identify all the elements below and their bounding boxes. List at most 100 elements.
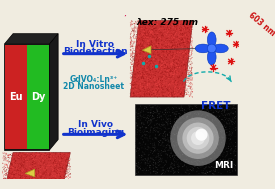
Point <box>136 26 140 29</box>
Point <box>174 93 178 96</box>
Point <box>139 104 143 107</box>
Point <box>183 133 188 136</box>
Point <box>131 79 136 82</box>
Point <box>172 70 176 73</box>
Point <box>157 123 161 126</box>
Point <box>189 70 193 74</box>
Point <box>206 149 211 152</box>
Point <box>57 155 62 158</box>
Point <box>207 162 211 165</box>
Point <box>47 164 51 167</box>
Point <box>140 78 144 81</box>
Point <box>147 135 152 138</box>
Point <box>213 148 218 151</box>
Point <box>163 22 167 25</box>
Point <box>153 44 158 47</box>
Point <box>225 112 229 115</box>
Point <box>16 169 21 172</box>
Point <box>207 150 211 153</box>
Point <box>131 83 135 86</box>
Point <box>54 166 58 169</box>
Point <box>10 186 15 189</box>
Point <box>152 117 156 120</box>
Point <box>205 142 210 145</box>
Point <box>57 179 62 182</box>
Point <box>209 109 213 112</box>
Point <box>164 81 168 84</box>
Point <box>38 175 42 178</box>
Point <box>181 94 185 97</box>
Point <box>44 168 48 171</box>
Point <box>188 117 192 120</box>
Point <box>182 63 186 66</box>
Point <box>157 69 161 72</box>
Point <box>201 148 205 151</box>
Point <box>200 161 204 164</box>
Point <box>158 132 162 135</box>
Point <box>136 46 140 49</box>
Point <box>166 50 170 53</box>
Point <box>141 86 146 89</box>
Point <box>52 161 57 164</box>
Point <box>164 56 169 59</box>
Point <box>15 155 20 158</box>
Point <box>189 90 194 93</box>
Point <box>134 111 138 114</box>
Point <box>146 127 150 130</box>
Point <box>149 59 153 62</box>
Point <box>181 123 186 126</box>
Point <box>184 22 188 26</box>
Point <box>185 37 190 40</box>
Point <box>155 53 159 57</box>
Point <box>68 166 72 169</box>
Point <box>21 151 26 154</box>
Point <box>201 150 206 153</box>
Point <box>154 126 158 129</box>
Point <box>167 24 172 27</box>
Point <box>157 122 161 125</box>
Point <box>160 71 164 74</box>
Point <box>37 153 42 156</box>
Point <box>61 175 65 178</box>
Point <box>67 175 71 178</box>
Point <box>42 159 47 162</box>
Point <box>187 51 191 54</box>
Point <box>138 88 142 91</box>
Point <box>168 50 173 53</box>
Point <box>147 21 152 24</box>
Point <box>63 176 67 179</box>
Point <box>166 52 171 55</box>
Point <box>162 22 167 25</box>
Point <box>169 62 174 65</box>
Point <box>180 133 184 136</box>
Point <box>190 66 194 69</box>
Point <box>129 89 133 92</box>
Point <box>155 126 160 129</box>
Point <box>190 76 195 79</box>
Point <box>198 128 202 131</box>
Point <box>150 152 155 155</box>
Point <box>218 119 222 122</box>
Point <box>141 45 145 48</box>
Point <box>151 143 155 146</box>
Point <box>8 153 12 156</box>
Point <box>148 172 153 175</box>
Point <box>206 125 210 128</box>
Point <box>24 177 29 180</box>
Point <box>161 132 166 135</box>
Point <box>156 168 160 171</box>
Point <box>27 174 32 177</box>
Point <box>175 50 180 53</box>
Point <box>209 108 213 111</box>
Point <box>49 185 53 188</box>
Point <box>19 170 23 173</box>
Point <box>232 167 236 170</box>
Point <box>67 170 72 173</box>
Point <box>172 144 177 147</box>
Point <box>143 161 147 164</box>
Point <box>135 69 140 72</box>
Point <box>18 156 23 159</box>
Point <box>140 25 144 28</box>
Point <box>177 61 181 64</box>
Point <box>42 185 47 188</box>
